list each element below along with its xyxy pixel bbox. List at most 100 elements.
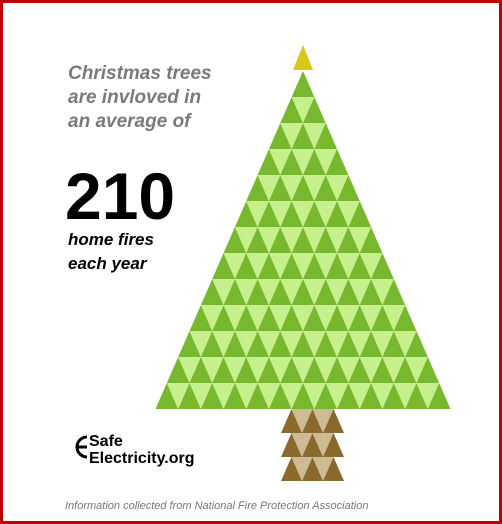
tree-triangle [268,279,292,305]
tree-triangle [281,433,302,457]
tree-triangle [303,175,326,201]
tree-triangle [257,357,281,383]
tree-triangle [303,357,326,383]
tree-triangle [268,357,292,383]
tree-triangle [312,433,334,457]
tree-triangle [189,383,213,409]
tree-triangle [280,331,303,357]
tree-triangle [337,175,360,201]
tree-triangle [268,175,292,201]
tree-triangle [291,409,313,433]
tree-triangle [314,175,338,201]
tree-triangle [359,227,383,253]
tree-triangle [312,409,334,433]
tree-triangle [212,331,235,357]
tree-triangle [246,357,269,383]
tree-triangle [348,253,372,279]
tree-triangle [166,357,190,383]
tree-triangle [268,201,292,227]
tree-triangle [280,149,303,175]
tree-triangle [348,227,372,253]
tree-triangle [325,253,349,279]
tree-triangle [200,383,224,409]
tree-triangle [314,279,338,305]
tree-triangle [257,253,281,279]
tree-triangle [303,97,326,123]
tree-triangle [280,201,303,227]
tree-triangle [280,123,303,149]
tree-triangle [325,201,349,227]
tree-triangle [393,357,417,383]
tree-triangle [234,357,258,383]
tree-triangle [268,253,292,279]
tree-triangle [303,305,326,331]
tree-triangle [212,279,235,305]
tree-triangle [223,383,247,409]
tree-triangle [337,201,360,227]
tree-triangle [337,253,360,279]
tree-triangle [155,383,179,409]
tree-triangle [359,383,383,409]
logo-text: Electricity.org [89,450,195,467]
headline-number: 210 [65,159,175,233]
tree-triangle [348,383,372,409]
intro-line: are invloved in [68,87,201,108]
tree-triangle [280,227,303,253]
tree-triangle [257,227,281,253]
tree-triangle [314,357,338,383]
tree-triangle [246,175,269,201]
tree-triangle [382,357,406,383]
tree-triangle [268,331,292,357]
tree-triangle [337,305,360,331]
tree-triangle [212,357,235,383]
tree-triangle [314,253,338,279]
tree-triangle [291,175,315,201]
tree-triangle [223,357,247,383]
tree-triangle [325,227,349,253]
tree-triangle [178,357,201,383]
tree-triangle [268,123,292,149]
tree-triangle [348,357,372,383]
tree-triangle [257,201,281,227]
tree-triangle [189,357,213,383]
tree-triangle [257,149,281,175]
tree-triangle [178,383,201,409]
tree-triangle [291,97,315,123]
tree-triangle [323,409,344,433]
tree-triangle [393,305,417,331]
tree-triangle [382,331,406,357]
tree-triangle [280,279,303,305]
tree-triangle [200,357,224,383]
tree-triangle [280,253,303,279]
tree-triangle [416,357,440,383]
tree-triangle [291,383,315,409]
tree-triangle [303,383,326,409]
tree-triangle [312,457,334,481]
tree-triangle [212,305,235,331]
tree-triangle [337,357,360,383]
tree-triangle [382,305,406,331]
tree-triangle [200,305,224,331]
tree-triangle [234,201,258,227]
logo-text: Safe [89,433,123,450]
tree-triangle [348,305,372,331]
tree-triangle [371,383,394,409]
tree-triangle [325,305,349,331]
tree-triangle [246,253,269,279]
tree-triangle [405,357,428,383]
tree-triangle [371,331,394,357]
tree-triangle [268,149,292,175]
tree-triangle [223,279,247,305]
tree-triangle [314,149,338,175]
tree-triangle [257,175,281,201]
tree-triangle [325,357,349,383]
tree-triangle [257,305,281,331]
tree-triangle [291,357,315,383]
intro-line: Christmas trees [68,63,212,84]
tree-triangle [166,383,190,409]
tree-triangle [314,305,338,331]
footer: Information collected from National Fire… [65,500,368,512]
tree-triangle [348,201,372,227]
tree-triangle [291,71,315,97]
